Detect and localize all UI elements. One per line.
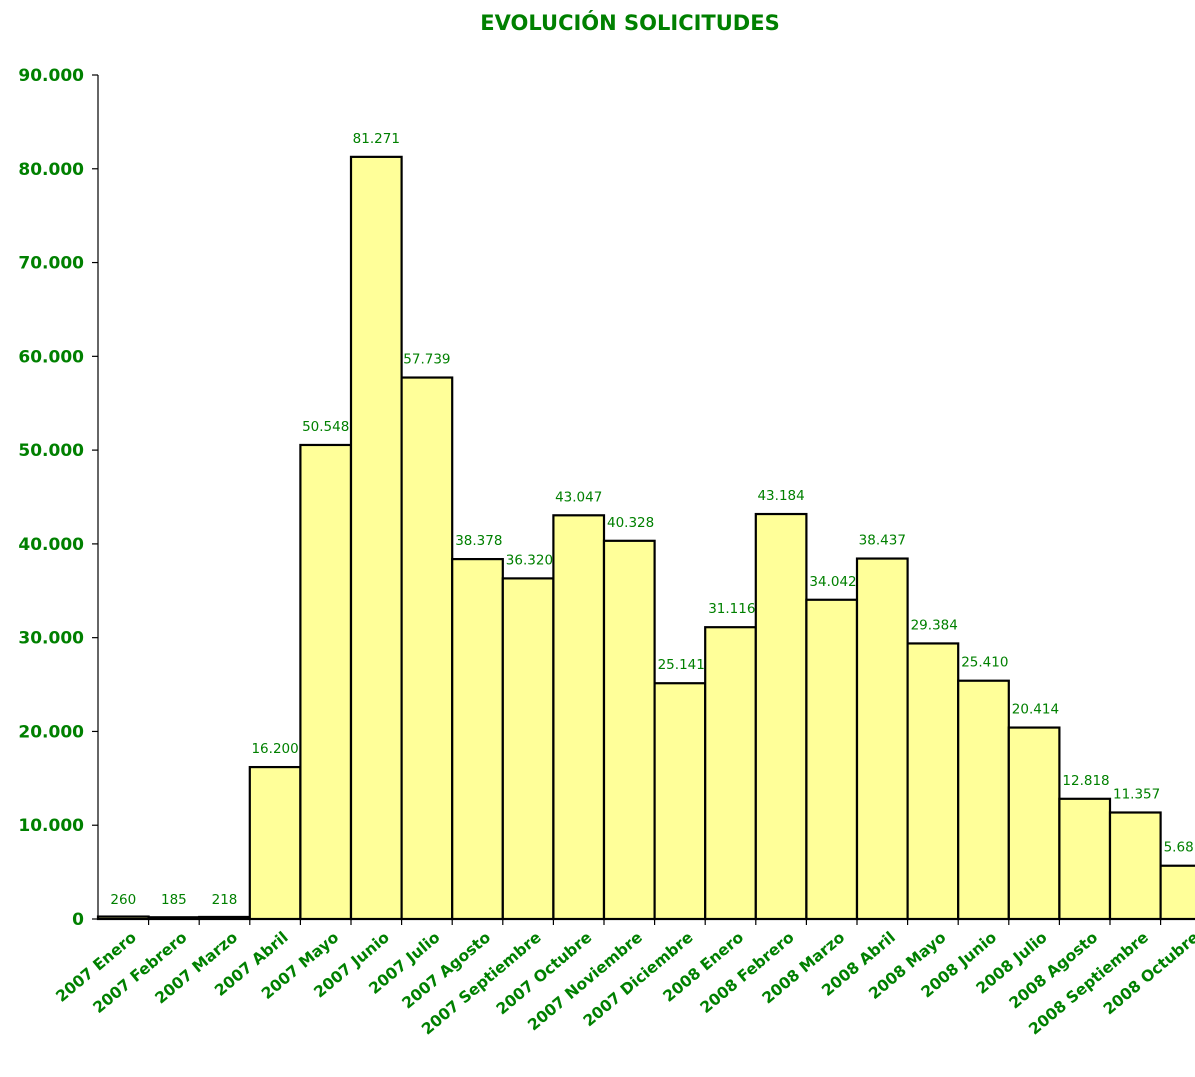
- data-label-2008-junio: 25.410: [961, 655, 1008, 671]
- bar-2007-diciembre: [653, 682, 707, 921]
- data-label-2007-septiembre: 36.320: [506, 552, 553, 568]
- data-label-2007-enero: 260: [110, 892, 136, 908]
- data-label-2008-marzo: 34.042: [809, 574, 856, 590]
- data-label-2007-marzo: 218: [212, 892, 238, 908]
- bars-group: [96, 155, 1195, 921]
- y-tick-label: 90.000: [18, 66, 84, 86]
- data-labels-group: 260 185 21816.20050.54881.27157.73938.3783…: [110, 131, 1193, 908]
- data-label-2008-octubre: 5.68: [1164, 840, 1194, 856]
- y-tick-label: 40.000: [18, 535, 84, 555]
- data-label-2008-agosto: 12.818: [1062, 773, 1109, 789]
- y-tick-label: 70.000: [18, 254, 84, 274]
- bar-2008-agosto: [1058, 797, 1112, 921]
- bar-2007-agosto: [451, 557, 504, 921]
- bar-2007-noviembre: [602, 539, 656, 921]
- data-label-2007-junio: 81.271: [353, 131, 400, 147]
- data-label-2007-diciembre: 25.141: [658, 657, 705, 673]
- bar-2008-septiembre: [1108, 811, 1162, 921]
- data-label-2007-julio: 57.739: [403, 352, 450, 368]
- bar-2008-octubre: [1159, 864, 1195, 921]
- bar-2008-junio: [957, 679, 1010, 921]
- data-label-2007-mayo: 50.548: [302, 419, 349, 435]
- bar-2007-octubre: [552, 514, 606, 921]
- y-tick-label: 10.000: [18, 816, 84, 836]
- bar-2008-julio: [1007, 726, 1061, 921]
- y-tick-label: 60.000: [18, 347, 84, 367]
- bar-2008-marzo: [805, 598, 859, 921]
- y-axis: 0 10.000 20.000 30.000 40.000 50.000 60.000 70.…: [18, 66, 99, 930]
- chart-title: EVOLUCIÓN SOLICITUDES: [480, 10, 779, 35]
- y-tick-label: 50.000: [18, 441, 84, 461]
- bar-2008-enero: [704, 626, 757, 921]
- data-label-2008-febrero: 43.184: [757, 488, 804, 504]
- data-label-2008-julio: 20.414: [1012, 702, 1059, 718]
- data-label-2008-enero: 31.116: [708, 601, 755, 617]
- bar-2007-mayo: [299, 443, 353, 921]
- bar-2007-abril: [248, 765, 302, 921]
- bar-2008-febrero: [754, 512, 808, 921]
- y-tick-label: 0: [72, 910, 84, 930]
- data-label-2007-octubre: 43.047: [555, 489, 602, 505]
- y-tick-label: 20.000: [18, 722, 84, 742]
- data-label-2008-abril: 38.437: [859, 533, 906, 549]
- data-label-2008-septiembre: 11.357: [1113, 787, 1160, 803]
- data-label-2007-noviembre: 40.328: [607, 515, 654, 531]
- bar-2008-abril: [855, 557, 909, 921]
- data-label-2007-abril: 16.200: [251, 741, 298, 757]
- bar-2007-julio: [400, 376, 454, 921]
- y-tick-label: 30.000: [18, 629, 84, 649]
- bar-2008-mayo: [906, 642, 960, 921]
- y-tick-label: 80.000: [18, 160, 84, 180]
- data-label-2007-agosto: 38.378: [455, 533, 502, 549]
- data-label-2008-mayo: 29.384: [911, 617, 958, 633]
- data-label-2007-febrero: 185: [161, 892, 187, 908]
- bar-2007-junio: [349, 155, 403, 921]
- bar-2007-septiembre: [501, 577, 555, 921]
